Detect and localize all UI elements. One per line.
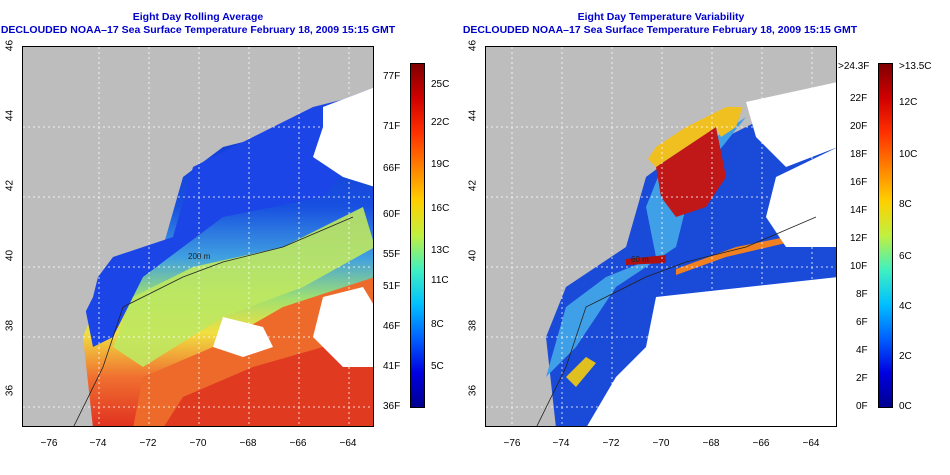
left-colorbar-c-label: 13C	[431, 245, 450, 256]
right-lon-tick: −72	[602, 438, 620, 449]
left-colorbar-f-label: 41F	[383, 361, 401, 372]
left-lon-tick: −74	[89, 438, 107, 449]
left-title-line2: DECLOUDED NOAA–17 Sea Surface Temperatur…	[0, 24, 396, 36]
right-colorbar-f-label: >24.3F	[838, 61, 870, 72]
slope-water	[113, 207, 373, 367]
left-colorbar-f-label: 71F	[383, 121, 401, 132]
left-title-line1: Eight Day Rolling Average	[132, 11, 264, 23]
land-mainland	[23, 47, 173, 426]
cloud-patch	[587, 277, 836, 426]
left-sst-map: 200 m	[22, 46, 374, 427]
left-colorbar-f-label: 77F	[383, 71, 401, 82]
right-colorbar	[878, 63, 893, 408]
left-lon-tick: −70	[189, 438, 207, 449]
left-colorbar-c-label: 8C	[431, 319, 444, 330]
right-colorbar-c-label: 8C	[899, 199, 912, 210]
land-nova-scotia	[313, 87, 373, 187]
land-maine	[616, 47, 836, 177]
left-colorbar-f-label: 66F	[383, 163, 401, 174]
right-lat-tick: 46	[467, 39, 479, 52]
land-mainland	[486, 47, 636, 426]
shelf-cold-water	[83, 97, 373, 347]
left-lon-tick: −72	[139, 438, 157, 449]
contour-label-200m: 200 m	[188, 252, 211, 261]
right-colorbar-f-label: 4F	[856, 345, 868, 356]
right-colorbar-c-label: 10C	[899, 149, 918, 160]
right-title-line1: Eight Day Temperature Variability	[577, 11, 745, 23]
right-lon-tick: −70	[652, 438, 670, 449]
left-colorbar-c-label: 16C	[431, 203, 450, 214]
right-lat-tick: 42	[467, 179, 479, 192]
right-colorbar-c-label: 6C	[899, 251, 912, 262]
right-colorbar-f-label: 20F	[850, 121, 868, 132]
left-lon-tick: −68	[239, 438, 257, 449]
right-colorbar-f-label: 16F	[850, 177, 868, 188]
contour-label-60m: 60 m	[631, 255, 649, 264]
left-lon-tick: −64	[339, 438, 357, 449]
depth-contour-200m	[536, 216, 817, 426]
right-colorbar-f-label: 14F	[850, 205, 868, 216]
right-colorbar-c-label: 12C	[899, 97, 918, 108]
left-lat-tick: 46	[4, 39, 16, 52]
right-colorbar-f-label: 2F	[856, 373, 868, 384]
left-colorbar-f-label: 55F	[383, 249, 401, 260]
right-variability-map: 60 m	[485, 46, 837, 427]
gulf-stream-front	[626, 255, 666, 265]
left-colorbar-f-label: 60F	[383, 209, 401, 220]
left-lat-tick: 38	[4, 319, 16, 332]
right-lon-tick: −66	[752, 438, 770, 449]
right-lon-tick: −68	[702, 438, 720, 449]
gom-rim	[646, 97, 746, 167]
left-colorbar-f-label: 46F	[383, 321, 401, 332]
right-lat-tick: 44	[467, 109, 479, 122]
left-lat-tick: 42	[4, 179, 16, 192]
left-colorbar-c-label: 22C	[431, 117, 450, 128]
right-lon-tick: −64	[802, 438, 820, 449]
right-lon-tick: −76	[503, 438, 521, 449]
right-colorbar-f-label: 8F	[856, 289, 868, 300]
left-colorbar	[410, 63, 425, 408]
front-band	[676, 237, 786, 275]
right-lat-tick: 38	[467, 319, 479, 332]
gulf-stream-hot	[164, 337, 373, 426]
right-title-line2: DECLOUDED NOAA–17 Sea Surface Temperatur…	[462, 24, 858, 36]
right-colorbar-f-label: 6F	[856, 317, 868, 328]
right-colorbar-c-label: 2C	[899, 351, 912, 362]
left-colorbar-c-label: 25C	[431, 79, 450, 90]
graticule	[23, 47, 373, 426]
land-nova-scotia	[746, 82, 836, 167]
left-lat-tick: 40	[4, 249, 16, 262]
left-colorbar-c-label: 5C	[431, 361, 444, 372]
right-colorbar-f-label: 10F	[850, 261, 868, 272]
left-colorbar-c-label: 11C	[431, 275, 449, 286]
high-variability-gom	[656, 127, 726, 217]
right-colorbar-f-label: 0F	[856, 401, 868, 412]
right-colorbar-f-label: 18F	[850, 149, 868, 160]
right-lat-tick: 36	[467, 384, 479, 397]
right-colorbar-c-label: 0C	[899, 401, 912, 412]
right-colorbar-c-label: 4C	[899, 301, 912, 312]
left-lat-tick: 44	[4, 109, 16, 122]
land-maine	[153, 47, 373, 177]
left-lon-tick: −76	[40, 438, 58, 449]
left-colorbar-f-label: 51F	[383, 281, 401, 292]
right-colorbar-c-label: >13.5C	[899, 61, 932, 72]
left-lat-tick: 36	[4, 384, 16, 397]
left-colorbar-c-label: 19C	[431, 159, 450, 170]
graticule	[486, 47, 836, 426]
left-lon-tick: −66	[289, 438, 307, 449]
left-colorbar-f-label: 36F	[383, 401, 401, 412]
cloud-patch	[313, 287, 373, 367]
right-lat-tick: 40	[467, 249, 479, 262]
right-colorbar-f-label: 22F	[850, 93, 868, 104]
right-colorbar-f-label: 12F	[850, 233, 868, 244]
front-band	[566, 357, 596, 387]
right-lon-tick: −74	[552, 438, 570, 449]
depth-contour-200m	[73, 216, 354, 426]
